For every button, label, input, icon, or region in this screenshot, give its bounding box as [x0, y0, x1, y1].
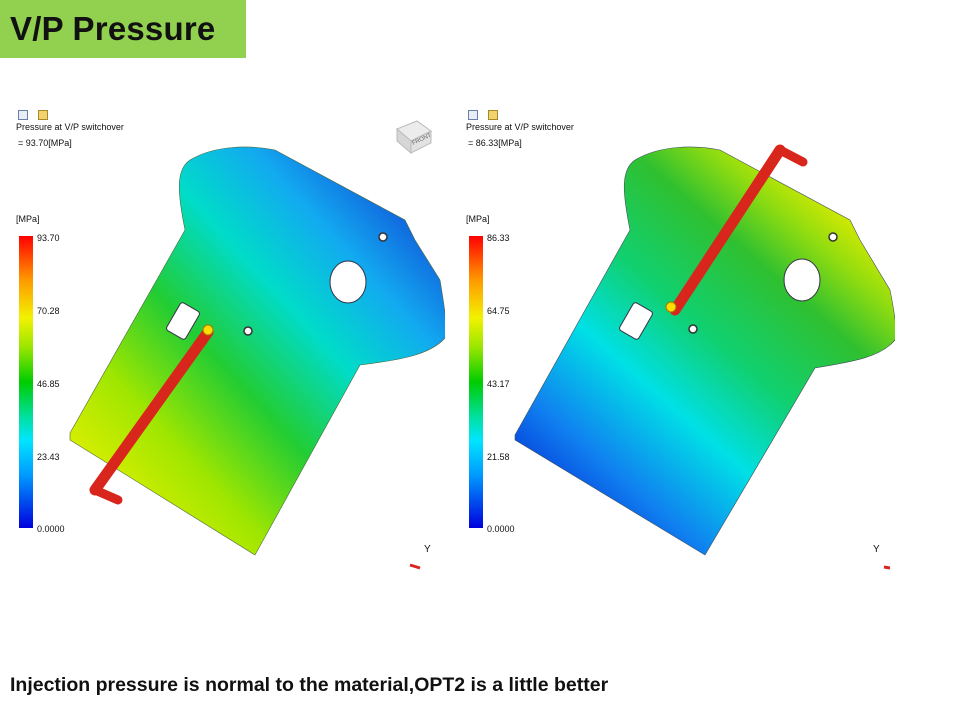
color-legend-bar — [19, 236, 33, 528]
result-label: Pressure at V/P switchover — [466, 122, 574, 132]
part-surface-opt1 — [69, 146, 445, 556]
axis-triad-opt2 — [883, 565, 891, 570]
legend-tick-min: 0.0000 — [37, 524, 65, 534]
part-model-opt2[interactable] — [450, 100, 895, 580]
part-slot-opt1 — [166, 302, 200, 340]
part-pin2-opt2 — [828, 232, 838, 242]
runner-leg-opt1 — [90, 485, 123, 505]
result-value: = 93.70[MPa] — [18, 138, 72, 148]
part-pin-opt1 — [243, 326, 253, 336]
legend-tick-2: 64.75 — [487, 306, 510, 316]
part-model-opt1[interactable] — [0, 100, 445, 580]
view-cube-icon[interactable]: FRONT — [393, 119, 433, 155]
result-icon[interactable] — [38, 110, 48, 120]
part-hole-opt2 — [783, 258, 821, 302]
result-panel-opt2[interactable]: Pressure at V/P switchover = 86.33[MPa] … — [450, 100, 895, 580]
runner-leg-opt2 — [775, 145, 808, 167]
gate-opt1 — [202, 324, 214, 336]
toolbar-opt1 — [18, 110, 48, 120]
result-panel-opt1[interactable]: Pressure at V/P switchover = 93.70[MPa] … — [0, 100, 445, 580]
slide-title-box: V/P Pressure — [0, 0, 246, 58]
legend-tick-3: 43.17 — [487, 379, 510, 389]
result-value: = 86.33[MPa] — [468, 138, 522, 148]
axis-y-label: Y — [873, 544, 880, 555]
conclusion-text: Injection pressure is normal to the mate… — [10, 674, 609, 696]
part-slot-opt2 — [619, 302, 653, 340]
legend-tick-min: 0.0000 — [487, 524, 515, 534]
legend-tick-2: 70.28 — [37, 306, 60, 316]
gate-opt2 — [665, 301, 677, 313]
legend-tick-3: 46.85 — [37, 379, 60, 389]
runner-opt1 — [89, 326, 214, 496]
part-pin2-opt1 — [378, 232, 388, 242]
legend-tick-max: 86.33 — [487, 233, 510, 243]
result-icon[interactable] — [488, 110, 498, 120]
legend-unit: [MPa] — [16, 214, 40, 224]
part-pin-opt2 — [688, 324, 698, 334]
render-icon[interactable] — [468, 110, 478, 120]
axis-triad-opt1 — [409, 563, 421, 570]
runner-opt2 — [669, 144, 786, 316]
legend-unit: [MPa] — [466, 214, 490, 224]
legend-tick-4: 21.58 — [487, 452, 510, 462]
legend-tick-max: 93.70 — [37, 233, 60, 243]
render-icon[interactable] — [18, 110, 28, 120]
part-hole-opt1 — [329, 260, 367, 304]
toolbar-opt2 — [468, 110, 498, 120]
part-surface-opt2 — [514, 146, 895, 556]
color-legend-bar — [469, 236, 483, 528]
legend-tick-4: 23.43 — [37, 452, 60, 462]
result-label: Pressure at V/P switchover — [16, 122, 124, 132]
axis-y-label: Y — [424, 544, 431, 555]
slide-title: V/P Pressure — [10, 10, 216, 47]
